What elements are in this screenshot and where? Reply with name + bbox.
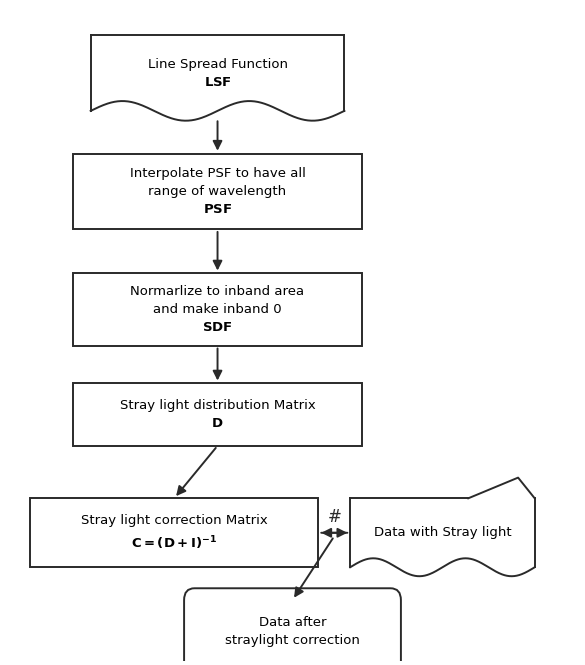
FancyBboxPatch shape xyxy=(73,273,362,346)
Text: Normarlize to inband area
and make inband 0
$\mathbf{SDF}$: Normarlize to inband area and make inban… xyxy=(130,285,305,334)
FancyBboxPatch shape xyxy=(73,384,362,446)
FancyBboxPatch shape xyxy=(73,154,362,229)
Polygon shape xyxy=(91,35,345,120)
Text: Stray light correction Matrix
$\mathbf{C = ( D + I )^{-1}}$: Stray light correction Matrix $\mathbf{C… xyxy=(81,514,268,551)
Text: Stray light distribution Matrix
$\mathbf{D}$: Stray light distribution Matrix $\mathbf… xyxy=(120,399,315,430)
Text: Data with Stray light: Data with Stray light xyxy=(374,526,511,539)
Text: Interpolate PSF to have all
range of wavelength
$\mathbf{PSF}$: Interpolate PSF to have all range of wav… xyxy=(130,167,305,216)
Text: #: # xyxy=(328,508,341,526)
FancyBboxPatch shape xyxy=(184,589,401,665)
FancyBboxPatch shape xyxy=(30,498,318,567)
Text: Line Spread Function
$\mathbf{LSF}$: Line Spread Function $\mathbf{LSF}$ xyxy=(147,58,288,88)
Polygon shape xyxy=(350,477,535,576)
Text: Data after
straylight correction: Data after straylight correction xyxy=(225,616,360,647)
